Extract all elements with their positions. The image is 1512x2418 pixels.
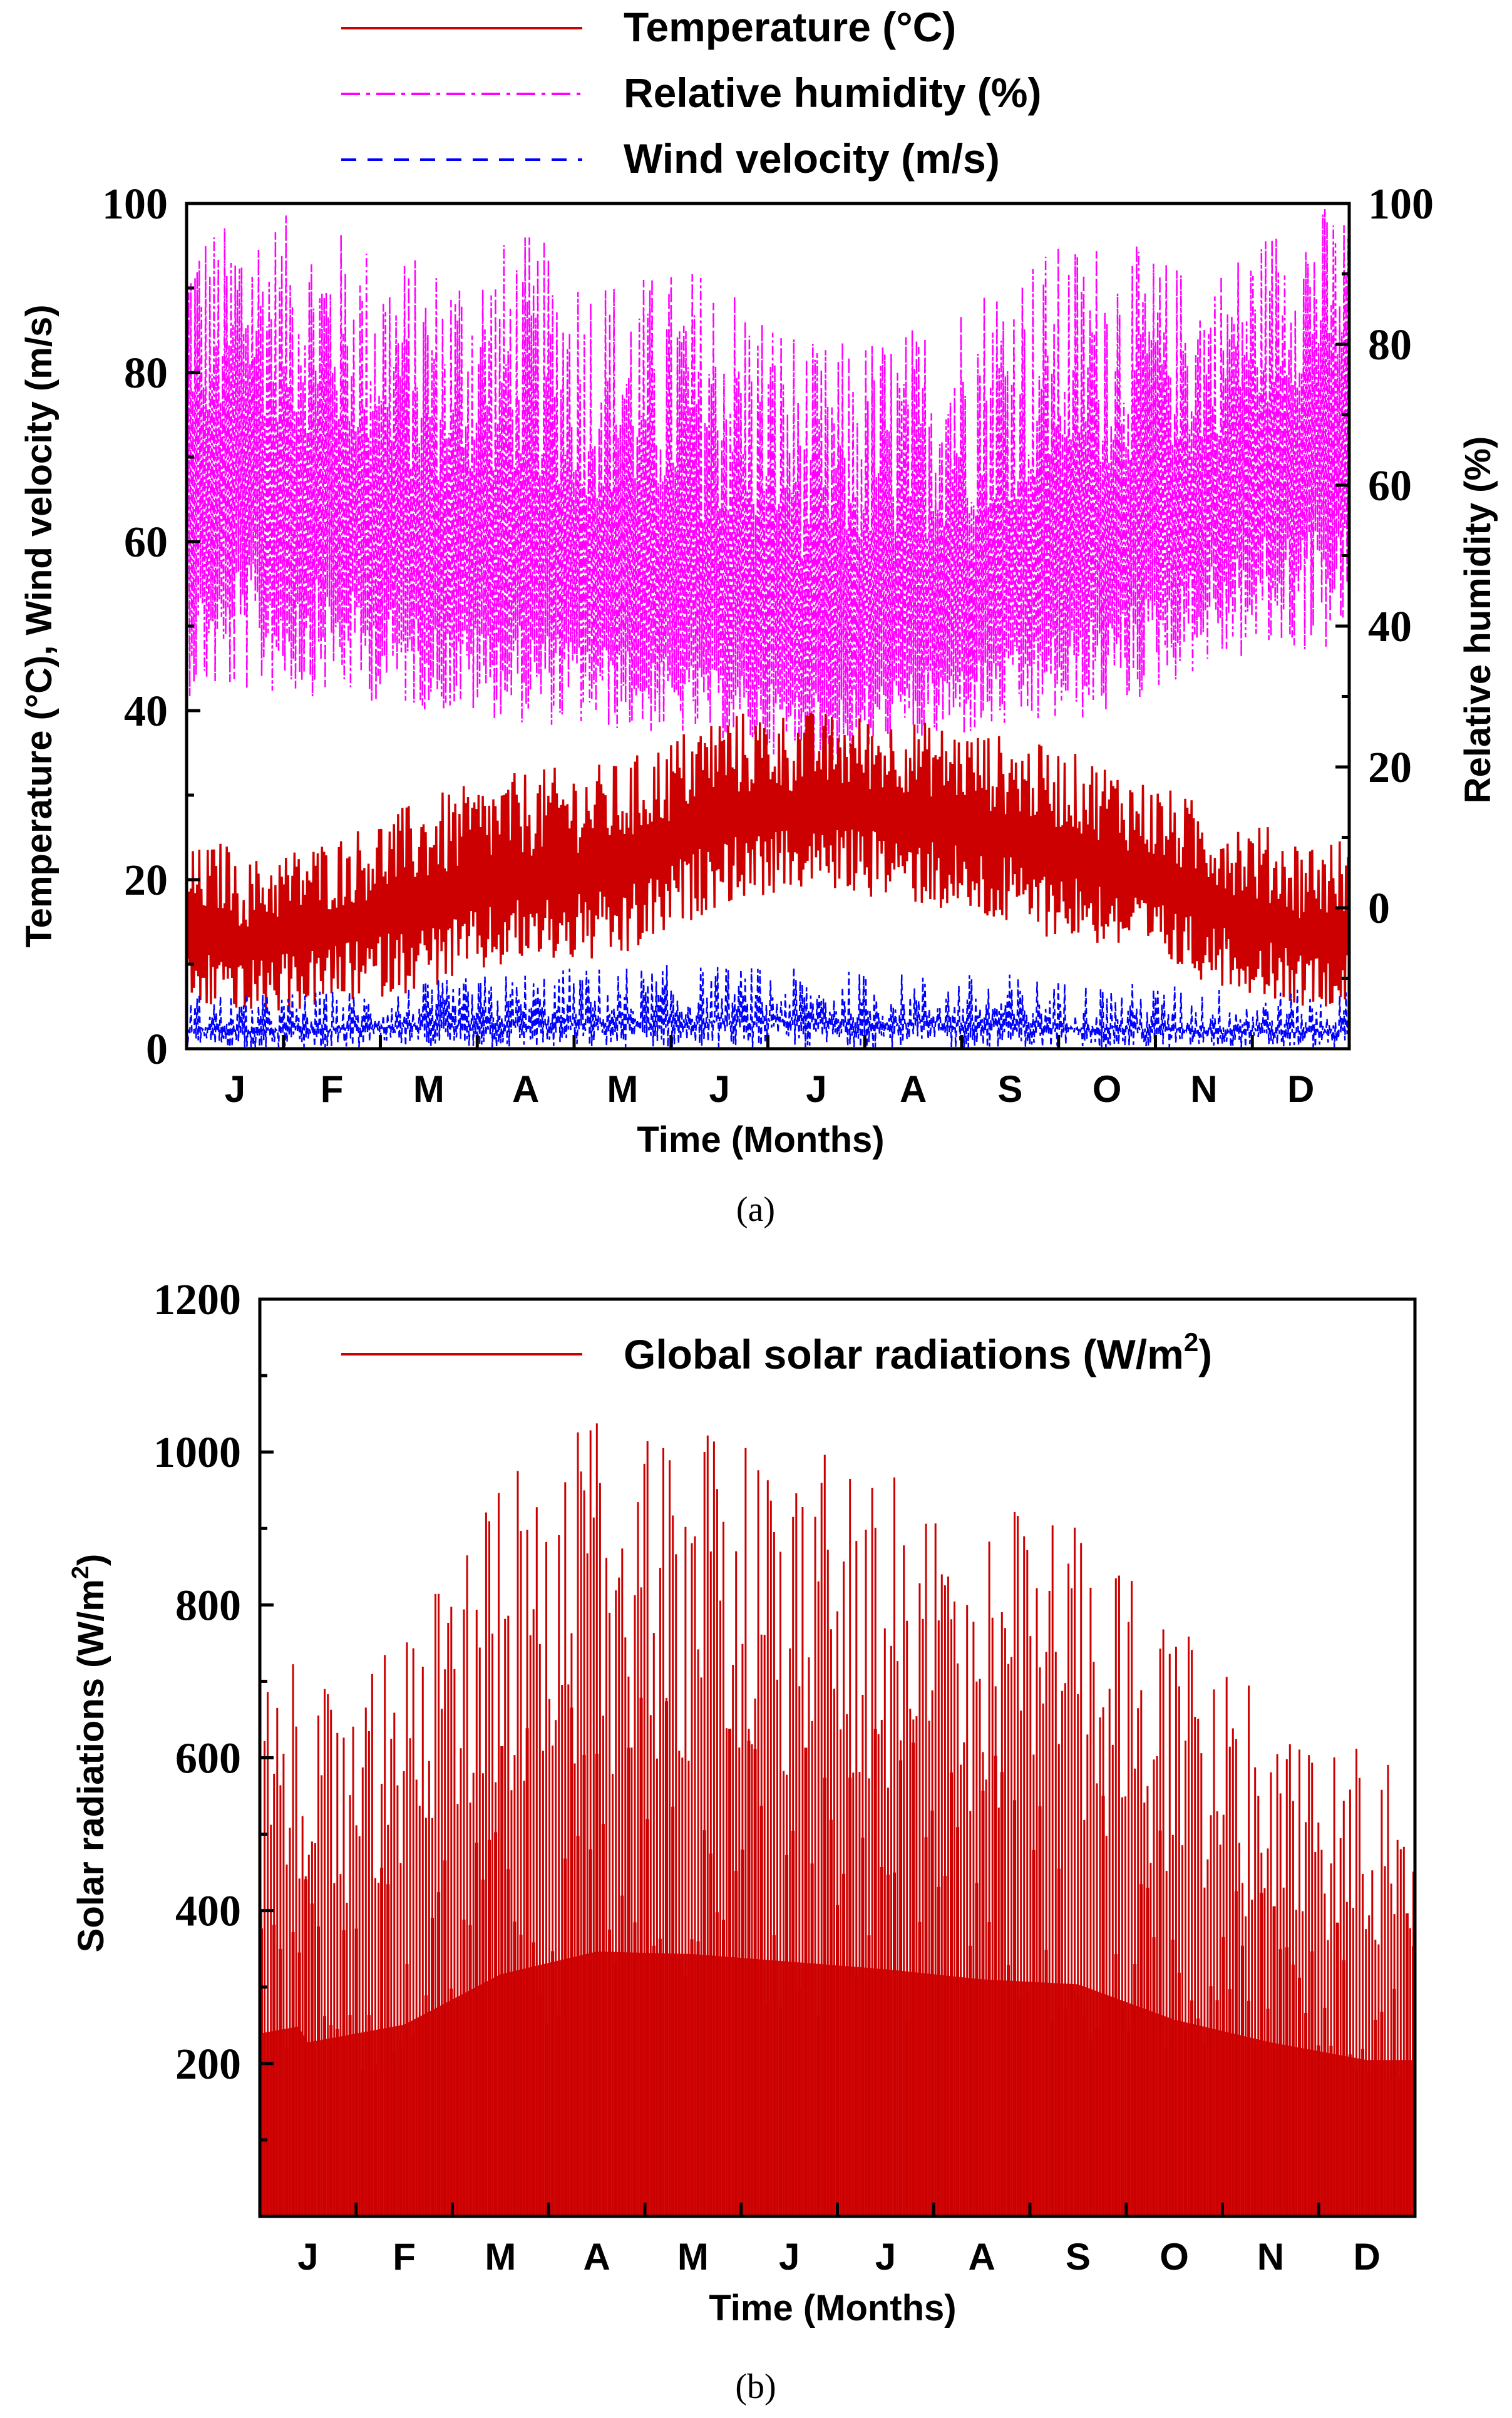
x-tick-label: N: [1257, 2236, 1284, 2278]
x-tick-label: J: [875, 2236, 896, 2278]
x-tick-label: J: [709, 1068, 729, 1110]
panel-b-legend: Global solar radiations (W/m2): [341, 1327, 1212, 1377]
legend-label-solar-text: Global solar radiations (W/m: [624, 1331, 1184, 1377]
legend-label-solar-close: ): [1198, 1331, 1212, 1377]
panel-b-y-axis-title: Solar radiations (W/m2): [68, 1554, 111, 1953]
series-wind-line: [185, 965, 1350, 1047]
series-temperature-line: [185, 713, 1350, 1014]
panel-a-legend: Temperature (°C) Relative humidity (%) W…: [341, 4, 1041, 182]
x-tick-label: J: [779, 2236, 800, 2278]
left-y-tick-label: 80: [124, 349, 168, 398]
series-humidity-line: [185, 208, 1350, 764]
x-tick-label: M: [413, 1068, 445, 1110]
x-tick-label: A: [512, 1068, 539, 1110]
left-y-tick-label: 0: [146, 1026, 168, 1074]
y-tick-label: 1200: [153, 1276, 241, 1324]
right-y-tick-label: 40: [1368, 603, 1412, 651]
x-tick-label: N: [1190, 1068, 1217, 1110]
y-tick-label: 600: [175, 1735, 241, 1783]
left-y-tick-label: 100: [102, 180, 168, 229]
panel-b-series: [260, 1423, 1415, 2216]
x-tick-label: M: [607, 1068, 638, 1110]
right-y-tick-label: 60: [1368, 462, 1412, 510]
right-y-tick-label: 80: [1368, 321, 1412, 369]
panel-a-left-axis-title: Temperature (°C), Wind velocity (m/s): [19, 304, 59, 947]
panel-b-x-axis-title: Time (Months): [709, 2288, 956, 2328]
right-y-tick-label: 100: [1368, 180, 1434, 229]
x-tick-label: A: [968, 2236, 995, 2278]
x-tick-label: J: [297, 2236, 318, 2278]
x-tick-label: J: [225, 1068, 245, 1110]
x-tick-label: A: [583, 2236, 610, 2278]
x-tick-label: M: [677, 2236, 709, 2278]
panel-b-y-ticks: 200 400 600 800 1000 1200: [153, 1276, 274, 2142]
legend-label-wind: Wind velocity (m/s): [624, 135, 1000, 182]
legend-label-humidity: Relative humidity (%): [624, 69, 1041, 116]
x-tick-label: S: [1066, 2236, 1091, 2278]
right-y-tick-label: 0: [1368, 885, 1390, 933]
panel-b-caption: (b): [735, 2367, 776, 2406]
x-tick-label: D: [1353, 2236, 1380, 2278]
panel-b-y-axis-title-text: Solar radiations (W/m: [71, 1579, 111, 1952]
panel-a-caption: (a): [736, 1190, 775, 1229]
x-tick-label: M: [485, 2236, 516, 2278]
legend-label-temperature: Temperature (°C): [624, 4, 956, 50]
left-y-tick-label: 40: [124, 687, 168, 736]
x-tick-label: J: [806, 1068, 826, 1110]
panel-a-series: [185, 208, 1350, 1047]
x-tick-label: O: [1093, 1068, 1122, 1110]
panel-a-x-axis-title: Time (Months): [637, 1119, 884, 1160]
panel-a-right-axis-title: Relative humidity (%): [1458, 436, 1498, 804]
x-tick-label: F: [321, 1068, 344, 1110]
y-tick-label: 400: [175, 1888, 241, 1936]
x-tick-label: O: [1160, 2236, 1189, 2278]
right-y-tick-label: 20: [1368, 744, 1412, 792]
panel-a-left-ticks: 0 20 40 60 80 100: [102, 180, 200, 1074]
panel-b-y-axis-title-close: ): [71, 1554, 111, 1566]
panel-b: 200 400 600 800 1000 1200 J F M A M J J A S O N D Global…: [68, 1276, 1417, 2406]
y-tick-label: 200: [175, 2040, 241, 2089]
y-tick-label: 800: [175, 1582, 241, 1630]
x-tick-label: F: [393, 2236, 416, 2278]
x-tick-label: S: [997, 1068, 1022, 1110]
x-tick-label: A: [900, 1068, 927, 1110]
panel-a: 0 20 40 60 80 100 0 20 40 60 80 100 J F M A M J J A S O N D T…: [19, 4, 1498, 1229]
left-y-tick-label: 20: [124, 857, 168, 905]
left-y-tick-label: 60: [124, 518, 168, 567]
panel-b-y-axis-title-sup: 2: [68, 1566, 94, 1579]
legend-label-solar-sup: 2: [1184, 1327, 1198, 1357]
panel-a-right-ticks: 0 20 40 60 80 100: [1335, 180, 1434, 980]
x-tick-label: D: [1287, 1068, 1314, 1110]
legend-label-solar: Global solar radiations (W/m2): [624, 1327, 1212, 1377]
y-tick-label: 1000: [153, 1429, 241, 1477]
